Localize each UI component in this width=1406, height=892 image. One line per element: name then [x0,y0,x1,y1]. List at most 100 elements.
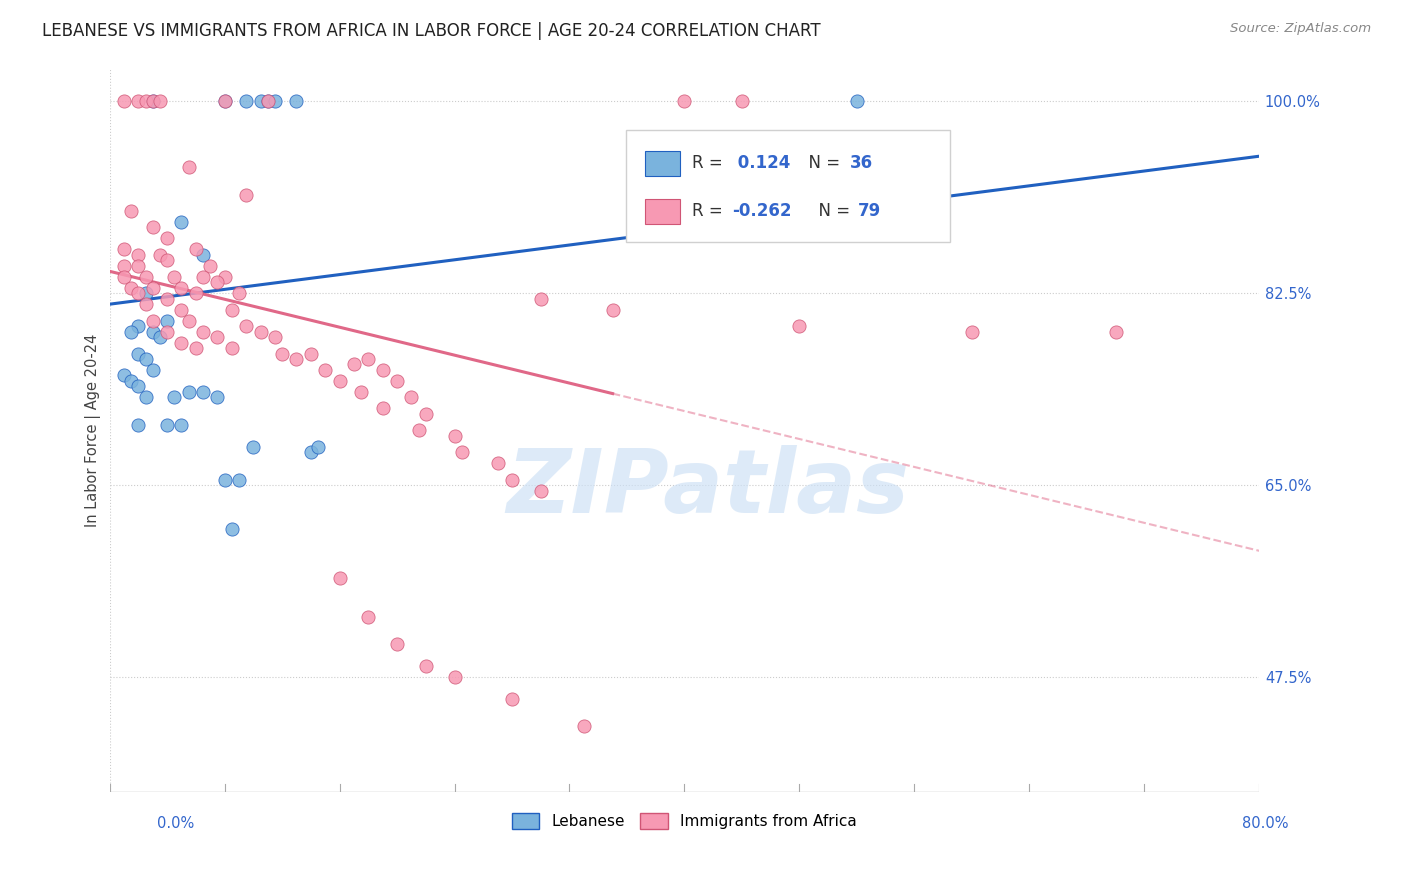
Point [142,325,165,339]
Point [214,95,236,109]
Point [127,379,149,393]
Point [371,401,394,416]
Point [235,95,257,109]
Point [214,95,236,109]
Point [329,374,352,388]
Point [177,160,200,174]
Point [385,374,408,388]
Point [221,302,243,317]
Point [235,187,257,202]
Text: 0.0%: 0.0% [157,816,194,831]
Text: ZIPatlas: ZIPatlas [506,444,908,532]
Text: R =: R = [693,154,728,172]
Point [602,302,624,317]
Point [127,248,149,262]
Text: R =: R = [693,202,728,220]
Point [371,363,394,377]
Point [207,390,229,404]
Point [112,259,135,273]
Point [142,281,165,295]
Point [1104,325,1126,339]
Point [127,286,149,301]
Point [408,423,430,437]
Text: LEBANESE VS IMMIGRANTS FROM AFRICA IN LABOR FORCE | AGE 20-24 CORRELATION CHART: LEBANESE VS IMMIGRANTS FROM AFRICA IN LA… [42,22,821,40]
Point [299,445,322,459]
Point [214,473,236,487]
Point [249,325,271,339]
Point [350,384,373,399]
Point [184,243,207,257]
Point [156,313,179,327]
Point [242,440,264,454]
Point [120,374,142,388]
Point [135,269,157,284]
Point [264,95,287,109]
Text: Source: ZipAtlas.com: Source: ZipAtlas.com [1230,22,1371,36]
Point [135,286,157,301]
Text: 0.124: 0.124 [731,154,790,172]
Point [249,95,271,109]
Point [112,269,135,284]
Point [271,346,294,360]
Point [156,292,179,306]
Point [214,269,236,284]
Point [207,275,229,289]
Point [343,358,366,372]
Point [530,292,553,306]
Point [443,428,465,442]
Point [170,281,193,295]
Point [135,390,157,404]
Y-axis label: In Labor Force | Age 20-24: In Labor Force | Age 20-24 [86,334,101,527]
Point [401,390,423,404]
Point [357,609,380,624]
Point [443,670,465,684]
Point [112,243,135,257]
Point [170,417,193,432]
Point [235,319,257,334]
Point [228,286,250,301]
Point [207,330,229,344]
Point [415,659,437,673]
Point [191,384,214,399]
Point [127,95,149,109]
Text: 36: 36 [849,154,873,172]
Point [149,248,172,262]
Point [329,571,352,585]
Point [385,637,408,651]
Point [228,473,250,487]
Text: 79: 79 [858,202,882,220]
Point [163,269,186,284]
Point [256,95,278,109]
Point [673,95,696,109]
Text: N =: N = [799,154,845,172]
Point [299,346,322,360]
Point [184,286,207,301]
Point [501,691,523,706]
Point [314,363,336,377]
Text: N =: N = [808,202,855,220]
Text: 80.0%: 80.0% [1241,816,1289,831]
Point [170,302,193,317]
Point [191,248,214,262]
Point [156,231,179,245]
Point [135,95,157,109]
Legend: Lebanese, Immigrants from Africa: Lebanese, Immigrants from Africa [506,806,863,835]
Point [530,483,553,498]
Point [170,215,193,229]
Point [221,341,243,355]
Point [256,95,278,109]
Point [127,346,149,360]
Point [127,417,149,432]
Point [960,325,983,339]
Point [170,335,193,350]
Point [221,522,243,536]
Text: -0.262: -0.262 [731,202,792,220]
Point [142,313,165,327]
Point [285,351,308,366]
Point [731,95,754,109]
Point [120,281,142,295]
Point [501,473,523,487]
Point [285,95,308,109]
Point [142,95,165,109]
Point [127,259,149,273]
